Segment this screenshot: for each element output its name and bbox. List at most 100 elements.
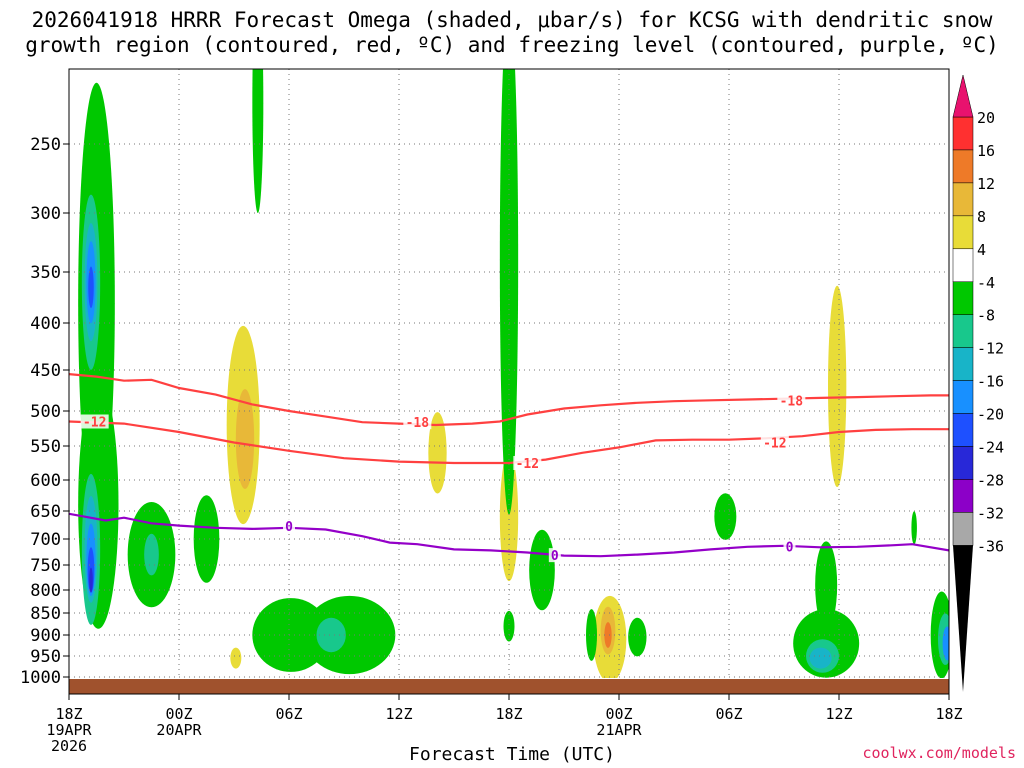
colorbar-label: 4 [977, 241, 986, 259]
y-axis-pressure: 2503003504004505005506006507007508008509… [20, 135, 69, 688]
x-tick-label: 06Z [715, 705, 742, 723]
contour-label-bg [80, 414, 109, 429]
omega-shaded-regions [74, 69, 949, 678]
contour-label-bg [283, 519, 295, 534]
x-tick-label: 19APR [46, 721, 92, 739]
chart-title-line-2: growth region (contoured, red, ºC) and f… [25, 33, 999, 57]
contour-label-bg [548, 548, 561, 563]
colorbar-swatch [952, 347, 974, 381]
colorbar-label: -24 [977, 439, 1004, 457]
omega-region [270, 140, 301, 563]
omega-region [129, 628, 174, 667]
omega-region [281, 479, 319, 620]
omega-region [719, 568, 768, 678]
y-tick-label: 250 [30, 135, 61, 155]
contour-label: 0 [786, 540, 794, 555]
contour-label: 0 [551, 549, 559, 564]
omega-region [518, 218, 596, 538]
contour-label-bg [513, 456, 542, 470]
x-tick-label: 18Z [495, 705, 522, 723]
omega-region [873, 366, 900, 512]
omega-region [815, 541, 838, 629]
colorbar-swatch [952, 116, 974, 151]
omega-region [628, 617, 647, 657]
colorbar-swatch [952, 512, 974, 546]
colorbar-swatch [952, 446, 974, 480]
omega-region [252, 69, 264, 213]
omega-region [694, 549, 728, 678]
colorbar-swatch [952, 281, 974, 315]
colorbar-swatch [952, 413, 974, 447]
omega-region [89, 567, 93, 593]
colorbar-label: -12 [977, 340, 1004, 358]
colorbar-bottom-arrow [953, 545, 973, 692]
colorbar-label: -36 [977, 537, 1004, 555]
y-tick-label: 600 [30, 471, 61, 491]
omega-region [327, 469, 350, 553]
omega-region [529, 529, 555, 611]
colorbar-label: 16 [977, 142, 995, 160]
omega-region [503, 610, 515, 642]
colorbar-label: -8 [977, 307, 995, 325]
y-tick-label: 650 [30, 502, 61, 522]
x-tick-label: 12Z [385, 705, 412, 723]
contour-label: -12 [763, 437, 786, 452]
omega-region [586, 609, 597, 661]
y-tick-label: 300 [30, 204, 61, 224]
omega-region [118, 404, 137, 501]
x-tick-label: 00Z [605, 705, 632, 723]
colorbar-swatch [952, 248, 974, 283]
contour-line--18 [69, 373, 949, 427]
contour-label: -12 [83, 416, 106, 431]
y-tick-label: 850 [30, 604, 61, 624]
y-tick-label: 700 [30, 530, 61, 550]
contour-label-bg [783, 539, 796, 554]
omega-region [235, 389, 255, 489]
x-tick-label: 00Z [165, 705, 192, 723]
y-tick-label: 550 [30, 437, 61, 457]
omega-region [428, 412, 447, 494]
omega-region [725, 124, 781, 482]
y-tick-label: 400 [30, 314, 61, 334]
y-tick-label: 800 [30, 581, 61, 601]
omega-region [499, 452, 519, 582]
contour-line--12 [69, 420, 949, 465]
colorbar-label: 12 [977, 175, 995, 193]
contour-line-0 [69, 512, 949, 558]
contour-label: 0 [285, 520, 293, 535]
x-tick-label: 18Z [935, 705, 962, 723]
credit-text: coolwx.com/models [862, 744, 1016, 762]
omega-region [587, 203, 621, 518]
omega-region [809, 647, 832, 669]
contour-label-bg [760, 435, 789, 450]
colorbar-swatch [952, 182, 974, 217]
x-tick-label: 18Z [55, 705, 82, 723]
omega-region [316, 617, 346, 653]
ground-surface [69, 679, 949, 694]
contour-label-bg [403, 415, 432, 430]
y-tick-label: 950 [30, 647, 61, 667]
omega-region [144, 533, 159, 576]
colorbar-label: -28 [977, 471, 1004, 489]
contour-label: -18 [780, 394, 804, 409]
omega-region [366, 267, 385, 506]
chart-title-line-1: 2026041918 HRRR Forecast Omega (shaded, … [31, 8, 993, 32]
x-axis-label: Forecast Time (UTC) [409, 744, 615, 765]
x-tick-label: 2026 [51, 737, 87, 755]
colorbar-label: 8 [977, 208, 986, 226]
colorbar-label: -20 [977, 406, 1004, 424]
x-tick-label: 12Z [825, 705, 852, 723]
ground-strip [69, 679, 949, 694]
omega-region [828, 285, 847, 487]
colorbar-swatch [952, 380, 974, 414]
colorbar-label: -4 [977, 274, 995, 292]
omega-region [230, 647, 242, 669]
colorbar-label: -16 [977, 373, 1004, 391]
colorbar-swatch [952, 479, 974, 513]
contour-label: -12 [516, 457, 539, 472]
omega-colorbar: 20 16 12 8 4 -4 -8 -12 -16 -20 -24 -28 -32 -36 [952, 74, 1004, 692]
omega-region [916, 163, 927, 422]
y-tick-label: 900 [30, 626, 61, 646]
